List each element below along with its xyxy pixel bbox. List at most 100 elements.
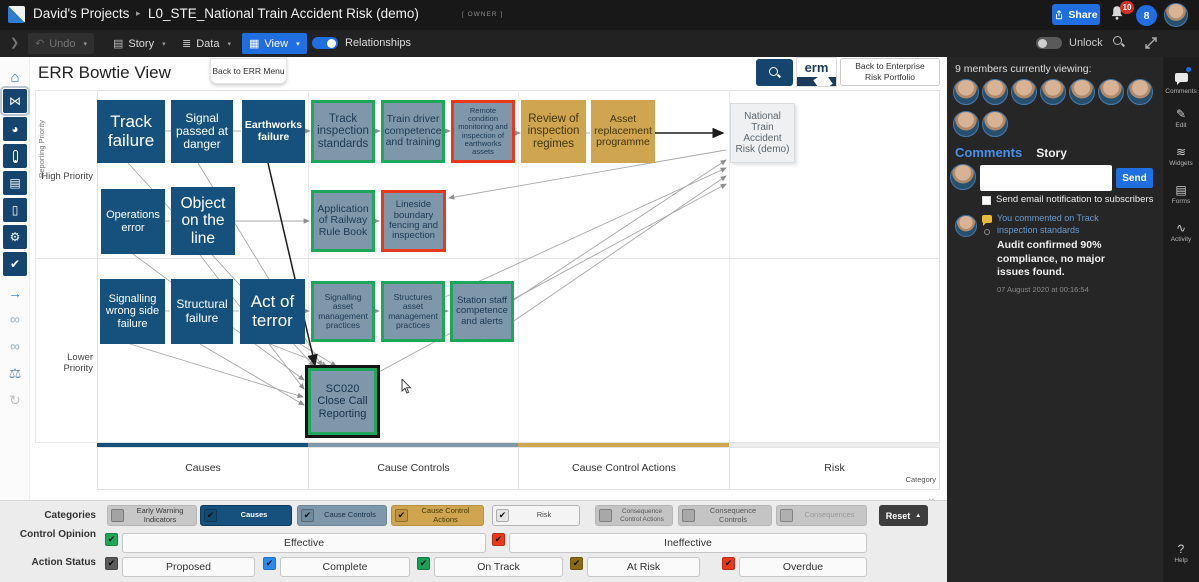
node-signalling-asset-management[interactable]: Signalling asset management practices <box>311 281 375 342</box>
relationships-toggle[interactable] <box>312 37 338 49</box>
share-button[interactable]: Share <box>1052 4 1100 25</box>
checkmark-icon[interactable]: ✔ <box>3 252 27 276</box>
category-checkbox-consequence-control-actions[interactable] <box>599 509 612 522</box>
node-remote-condition-monitoring[interactable]: Remote condition monitoring and inspecti… <box>451 100 515 163</box>
back-to-err-menu-button[interactable]: Back to ERR Menu <box>210 58 287 84</box>
viewer-avatar[interactable] <box>1011 79 1037 105</box>
ineffective-checkbox[interactable] <box>492 533 505 546</box>
strip-comments-button[interactable]: Comments <box>1163 67 1199 95</box>
at-risk-checkbox[interactable] <box>570 557 583 570</box>
user-avatar[interactable] <box>1164 3 1188 27</box>
effective-pill[interactable]: Effective <box>122 533 486 553</box>
handshake-icon[interactable]: ∞ <box>10 311 20 327</box>
viewer-avatar[interactable] <box>1069 79 1095 105</box>
node-review-of-inspection-regimes[interactable]: Review of inspection regimes <box>521 100 586 163</box>
category-early-warning-indicators[interactable]: Early Warning Indicators <box>107 505 197 526</box>
viewer-avatar[interactable] <box>1127 79 1153 105</box>
strip-edit-button[interactable]: ✎ Edit <box>1163 107 1199 129</box>
viewer-avatar[interactable] <box>982 79 1008 105</box>
at-risk-pill[interactable]: At Risk <box>587 557 700 577</box>
fullscreen-icon[interactable] <box>1143 35 1159 51</box>
category-consequence-controls[interactable]: Consequence Controls <box>678 505 772 526</box>
category-checkbox-cause-controls[interactable] <box>301 509 314 522</box>
complete-checkbox[interactable] <box>263 557 276 570</box>
toolbar-search-icon[interactable] <box>1112 35 1128 51</box>
bowtie-view-icon[interactable]: ⋈ <box>0 86 30 116</box>
email-notification-checkbox[interactable] <box>982 196 991 205</box>
category-checkbox-risk[interactable] <box>496 509 509 522</box>
back-to-portfolio-button[interactable]: Back to Enterprise Risk Portfolio <box>840 58 940 86</box>
reset-button[interactable]: Reset ▲ <box>879 505 928 526</box>
handshake-2-icon[interactable]: ∞ <box>10 338 20 354</box>
story-caret-icon[interactable]: ▾ <box>162 40 166 48</box>
strip-widgets-button[interactable]: ≋ Widgets <box>1163 145 1199 167</box>
node-track-failure[interactable]: Track failure <box>97 100 165 163</box>
node-application-of-railway-rule-book[interactable]: Application of Railway Rule Book <box>311 190 375 252</box>
toolbar-expand-chevron-icon[interactable]: ❯ <box>10 37 20 49</box>
comment-input[interactable] <box>980 165 1112 191</box>
category-checkbox-consequence-controls[interactable] <box>682 509 695 522</box>
viewer-avatar[interactable] <box>953 79 979 105</box>
view-menu-button[interactable]: ▦ View ▾ <box>242 33 307 54</box>
overdue-checkbox[interactable] <box>722 557 735 570</box>
node-earthworks-failure[interactable]: Earthworks failure <box>242 100 305 163</box>
node-sc020-close-call-reporting[interactable]: SC020 Close Call Reporting <box>308 368 377 435</box>
node-station-staff-competence[interactable]: Station staff competence and alerts <box>450 281 514 342</box>
pie-chart-icon[interactable]: ◕ <box>3 117 27 141</box>
on-track-pill[interactable]: On Track <box>434 557 563 577</box>
data-caret-icon[interactable]: ▾ <box>227 40 231 48</box>
category-checkbox-early-warning[interactable] <box>111 509 124 522</box>
category-cause-control-actions[interactable]: Cause Control Actions <box>391 505 484 526</box>
unlock-toggle[interactable] <box>1036 37 1062 49</box>
proposed-checkbox[interactable] <box>105 557 118 570</box>
category-consequences[interactable]: Consequences <box>776 505 867 526</box>
thermometer-icon[interactable] <box>3 144 27 168</box>
send-button[interactable]: Send <box>1116 168 1153 188</box>
category-risk[interactable]: Risk <box>492 505 580 526</box>
category-checkbox-cause-control-actions[interactable] <box>395 509 408 522</box>
node-structures-asset-management[interactable]: Structures asset management practices <box>381 281 445 342</box>
viewer-avatar[interactable] <box>1040 79 1066 105</box>
viewer-avatar[interactable] <box>1098 79 1124 105</box>
category-causes[interactable]: Causes <box>200 505 292 526</box>
ineffective-pill[interactable]: Ineffective <box>509 533 867 553</box>
complete-pill[interactable]: Complete <box>280 557 410 577</box>
home-icon[interactable]: ⌂ <box>10 68 20 86</box>
effective-checkbox[interactable] <box>105 533 118 546</box>
proposed-pill[interactable]: Proposed <box>122 557 255 577</box>
strip-help-button[interactable]: ? Help <box>1163 542 1199 564</box>
node-object-on-the-line[interactable]: Object on the line <box>171 187 235 255</box>
member-count-badge[interactable]: 8 <box>1136 5 1157 26</box>
overdue-pill[interactable]: Overdue <box>739 557 867 577</box>
node-track-inspection-standards[interactable]: Track inspection standards <box>311 100 375 163</box>
report-icon[interactable]: ▯ <box>3 198 27 222</box>
tab-comments[interactable]: Comments <box>955 145 1023 160</box>
category-checkbox-consequences[interactable] <box>780 509 793 522</box>
undo-caret-icon[interactable]: ▾ <box>83 40 88 48</box>
view-caret-icon[interactable]: ▾ <box>296 40 300 48</box>
node-signalling-wrong-side-failure[interactable]: Signalling wrong side failure <box>100 279 165 344</box>
breadcrumb-project[interactable]: David's Projects <box>33 6 130 21</box>
node-national-train-accident-risk[interactable]: National Train Accident Risk (demo) <box>730 103 795 163</box>
strip-activity-button[interactable]: ∿ Activity <box>1163 221 1199 243</box>
strip-forms-button[interactable]: ▤ Forms <box>1163 183 1199 205</box>
chart-search-button[interactable] <box>756 59 793 86</box>
node-operations-error[interactable]: Operations error <box>101 189 165 254</box>
category-cause-controls[interactable]: Cause Controls <box>297 505 387 526</box>
viewer-avatar[interactable] <box>982 111 1008 137</box>
story-menu-button[interactable]: ▤ Story ▾ <box>113 37 166 51</box>
node-train-driver-competence[interactable]: Train driver competence and training <box>381 100 445 163</box>
tab-story[interactable]: Story <box>1036 146 1067 160</box>
viewer-avatar[interactable] <box>953 111 979 137</box>
node-asset-replacement-programme[interactable]: Asset replacement programme <box>591 100 655 163</box>
comment-link[interactable]: You commented on Track inspection standa… <box>997 213 1099 235</box>
breadcrumb-item[interactable]: L0_STE_National Train Accident Risk (dem… <box>148 6 419 21</box>
app-logo-icon[interactable] <box>8 6 25 23</box>
node-act-of-terror[interactable]: Act of terror <box>240 279 305 344</box>
node-structural-failure[interactable]: Structural failure <box>171 279 233 344</box>
arrow-right-icon[interactable]: → <box>8 285 22 301</box>
refresh-icon[interactable]: ↻ <box>9 391 21 408</box>
on-track-checkbox[interactable] <box>417 557 430 570</box>
erm-logo[interactable]: erm <box>796 57 837 87</box>
node-lineside-boundary-fencing[interactable]: Lineside boundary fencing and inspection <box>381 190 446 252</box>
